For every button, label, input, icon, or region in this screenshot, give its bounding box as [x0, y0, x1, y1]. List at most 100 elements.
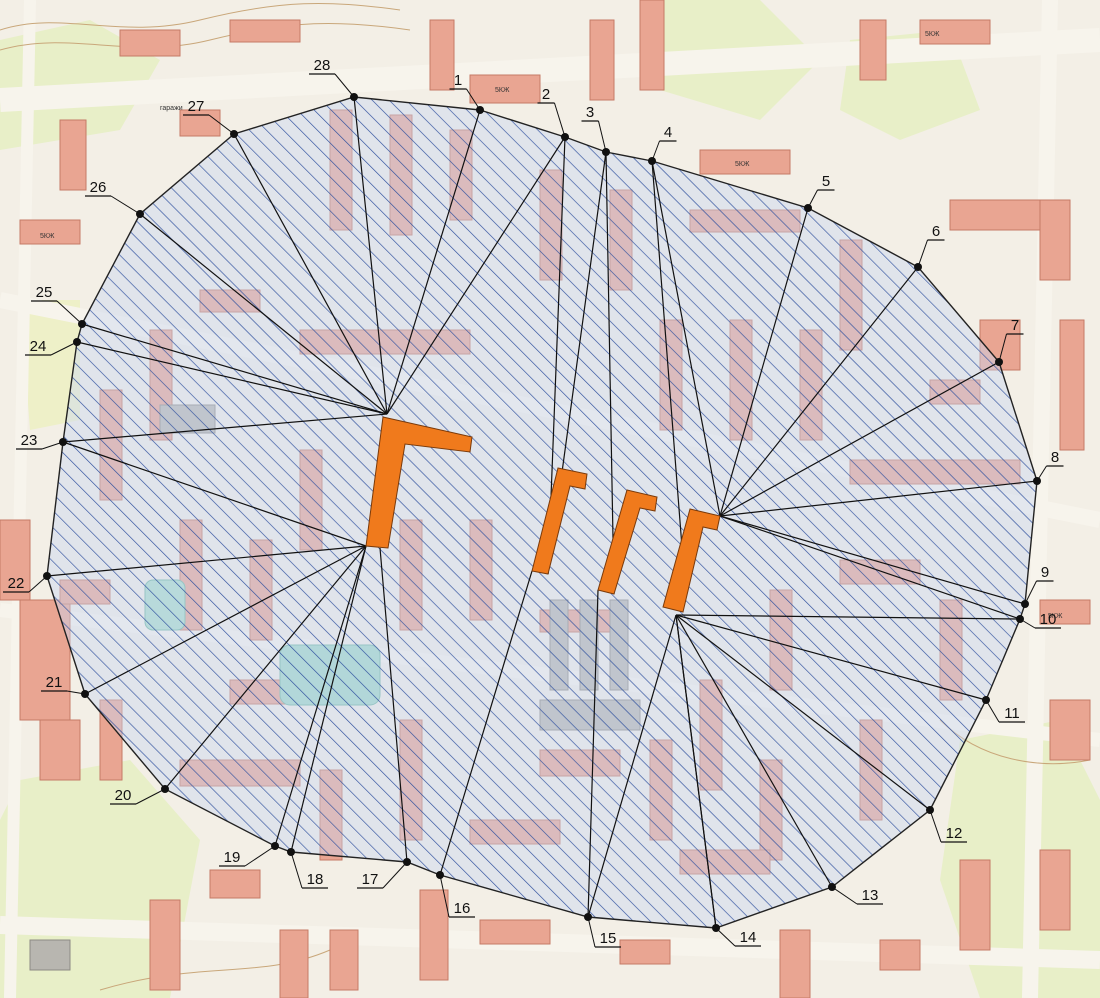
ray-line	[139, 213, 388, 415]
point-label: 13	[862, 887, 879, 904]
building-code-label: 5КЖ	[495, 87, 510, 94]
hatched-zone	[46, 96, 1038, 929]
leader-line	[998, 333, 1007, 363]
survey-point-7: 7	[995, 317, 1024, 366]
leader-line	[66, 690, 86, 695]
point-label: 9	[1041, 564, 1049, 581]
survey-point-12: 12	[926, 806, 967, 843]
survey-point-3: 3	[581, 104, 610, 156]
ray-line	[439, 570, 533, 876]
survey-point-11: 11	[982, 696, 1025, 723]
ray-line	[675, 614, 833, 888]
point-label: 17	[362, 871, 379, 888]
leader-line	[831, 886, 858, 905]
survey-point-23: 23	[16, 432, 67, 450]
survey-points: 1234567891011121314151617181920212223242…	[3, 57, 1064, 948]
leader-line	[439, 874, 450, 918]
survey-point-16: 16	[436, 871, 475, 918]
point-label: 25	[36, 284, 53, 301]
point-label: 2	[542, 86, 550, 103]
leader-line	[587, 916, 596, 948]
survey-point-8: 8	[1033, 449, 1064, 485]
ray-line	[274, 545, 367, 847]
survey-point-1: 1	[449, 72, 484, 114]
leader-line	[598, 120, 607, 153]
leader-line	[290, 851, 303, 889]
point-label: 11	[1004, 705, 1020, 722]
survey-point-18: 18	[287, 848, 328, 889]
source-building-4	[662, 508, 721, 613]
leader-line	[466, 88, 481, 111]
point-label: 15	[600, 930, 617, 947]
survey-point-2: 2	[537, 86, 569, 141]
leader-line	[1036, 465, 1047, 482]
leader-line	[929, 809, 942, 843]
point-label: 20	[115, 787, 132, 804]
point-label: 4	[664, 124, 672, 141]
point-label: 23	[21, 432, 38, 449]
ray-line	[651, 160, 721, 517]
survey-point-26: 26	[85, 179, 144, 218]
leader-line	[807, 189, 818, 209]
building-code-label: 5КЖ	[40, 233, 55, 240]
garage-label: гаражи	[160, 105, 183, 112]
leader-line	[985, 699, 1000, 723]
leader-line	[382, 861, 408, 889]
ray-line	[164, 545, 367, 790]
ray-line	[675, 614, 717, 929]
ray-line	[233, 133, 388, 415]
point-label: 3	[586, 104, 594, 121]
ray-line	[719, 515, 1026, 605]
point-label: 19	[224, 849, 241, 866]
building-code-label: 5КЖ	[735, 161, 750, 168]
leader-line	[50, 341, 78, 356]
ray-line	[719, 207, 809, 517]
ray-line	[651, 160, 684, 561]
ray-lines	[46, 96, 1038, 929]
survey-point-9: 9	[1021, 564, 1054, 608]
survey-point-15: 15	[584, 913, 621, 948]
ray-line	[605, 151, 615, 595]
ray-line	[379, 547, 408, 863]
ray-line	[719, 361, 1000, 517]
point-label: 6	[932, 223, 940, 240]
point-label: 7	[1011, 317, 1019, 334]
leader-line	[554, 102, 566, 138]
point-label: 8	[1051, 449, 1059, 466]
leader-line	[41, 441, 64, 450]
survey-point-21: 21	[41, 674, 89, 698]
point-label: 1	[454, 72, 462, 89]
ray-line	[62, 441, 367, 547]
leader-line	[1024, 580, 1037, 605]
ray-line	[84, 545, 367, 695]
survey-point-13: 13	[828, 883, 883, 905]
survey-point-20: 20	[110, 785, 169, 805]
survey-point-19: 19	[219, 842, 279, 867]
ray-line	[719, 480, 1038, 517]
survey-point-4: 4	[648, 124, 677, 165]
point-label: 18	[307, 871, 324, 888]
ray-line	[76, 341, 388, 415]
point-label: 16	[454, 900, 471, 917]
ray-line	[719, 515, 1021, 620]
source-building-1	[365, 416, 473, 549]
ray-line	[719, 266, 919, 517]
source-building-2	[531, 467, 588, 575]
ray-line	[62, 413, 388, 443]
point-label: 26	[90, 179, 107, 196]
point-label: 21	[46, 674, 63, 691]
leader-line	[244, 845, 276, 867]
point-label: 24	[30, 338, 47, 355]
survey-point-5: 5	[804, 173, 835, 212]
ray-line	[353, 96, 388, 415]
leader-line	[56, 300, 83, 325]
survey-point-6: 6	[914, 223, 945, 271]
point-label: 14	[740, 929, 757, 946]
ray-line	[386, 109, 481, 415]
building-code-label: 5КЖ	[1048, 613, 1063, 620]
source-buildings	[365, 416, 721, 613]
leader-line	[110, 195, 141, 215]
leader-line	[28, 575, 48, 593]
point-label: 5	[822, 173, 830, 190]
